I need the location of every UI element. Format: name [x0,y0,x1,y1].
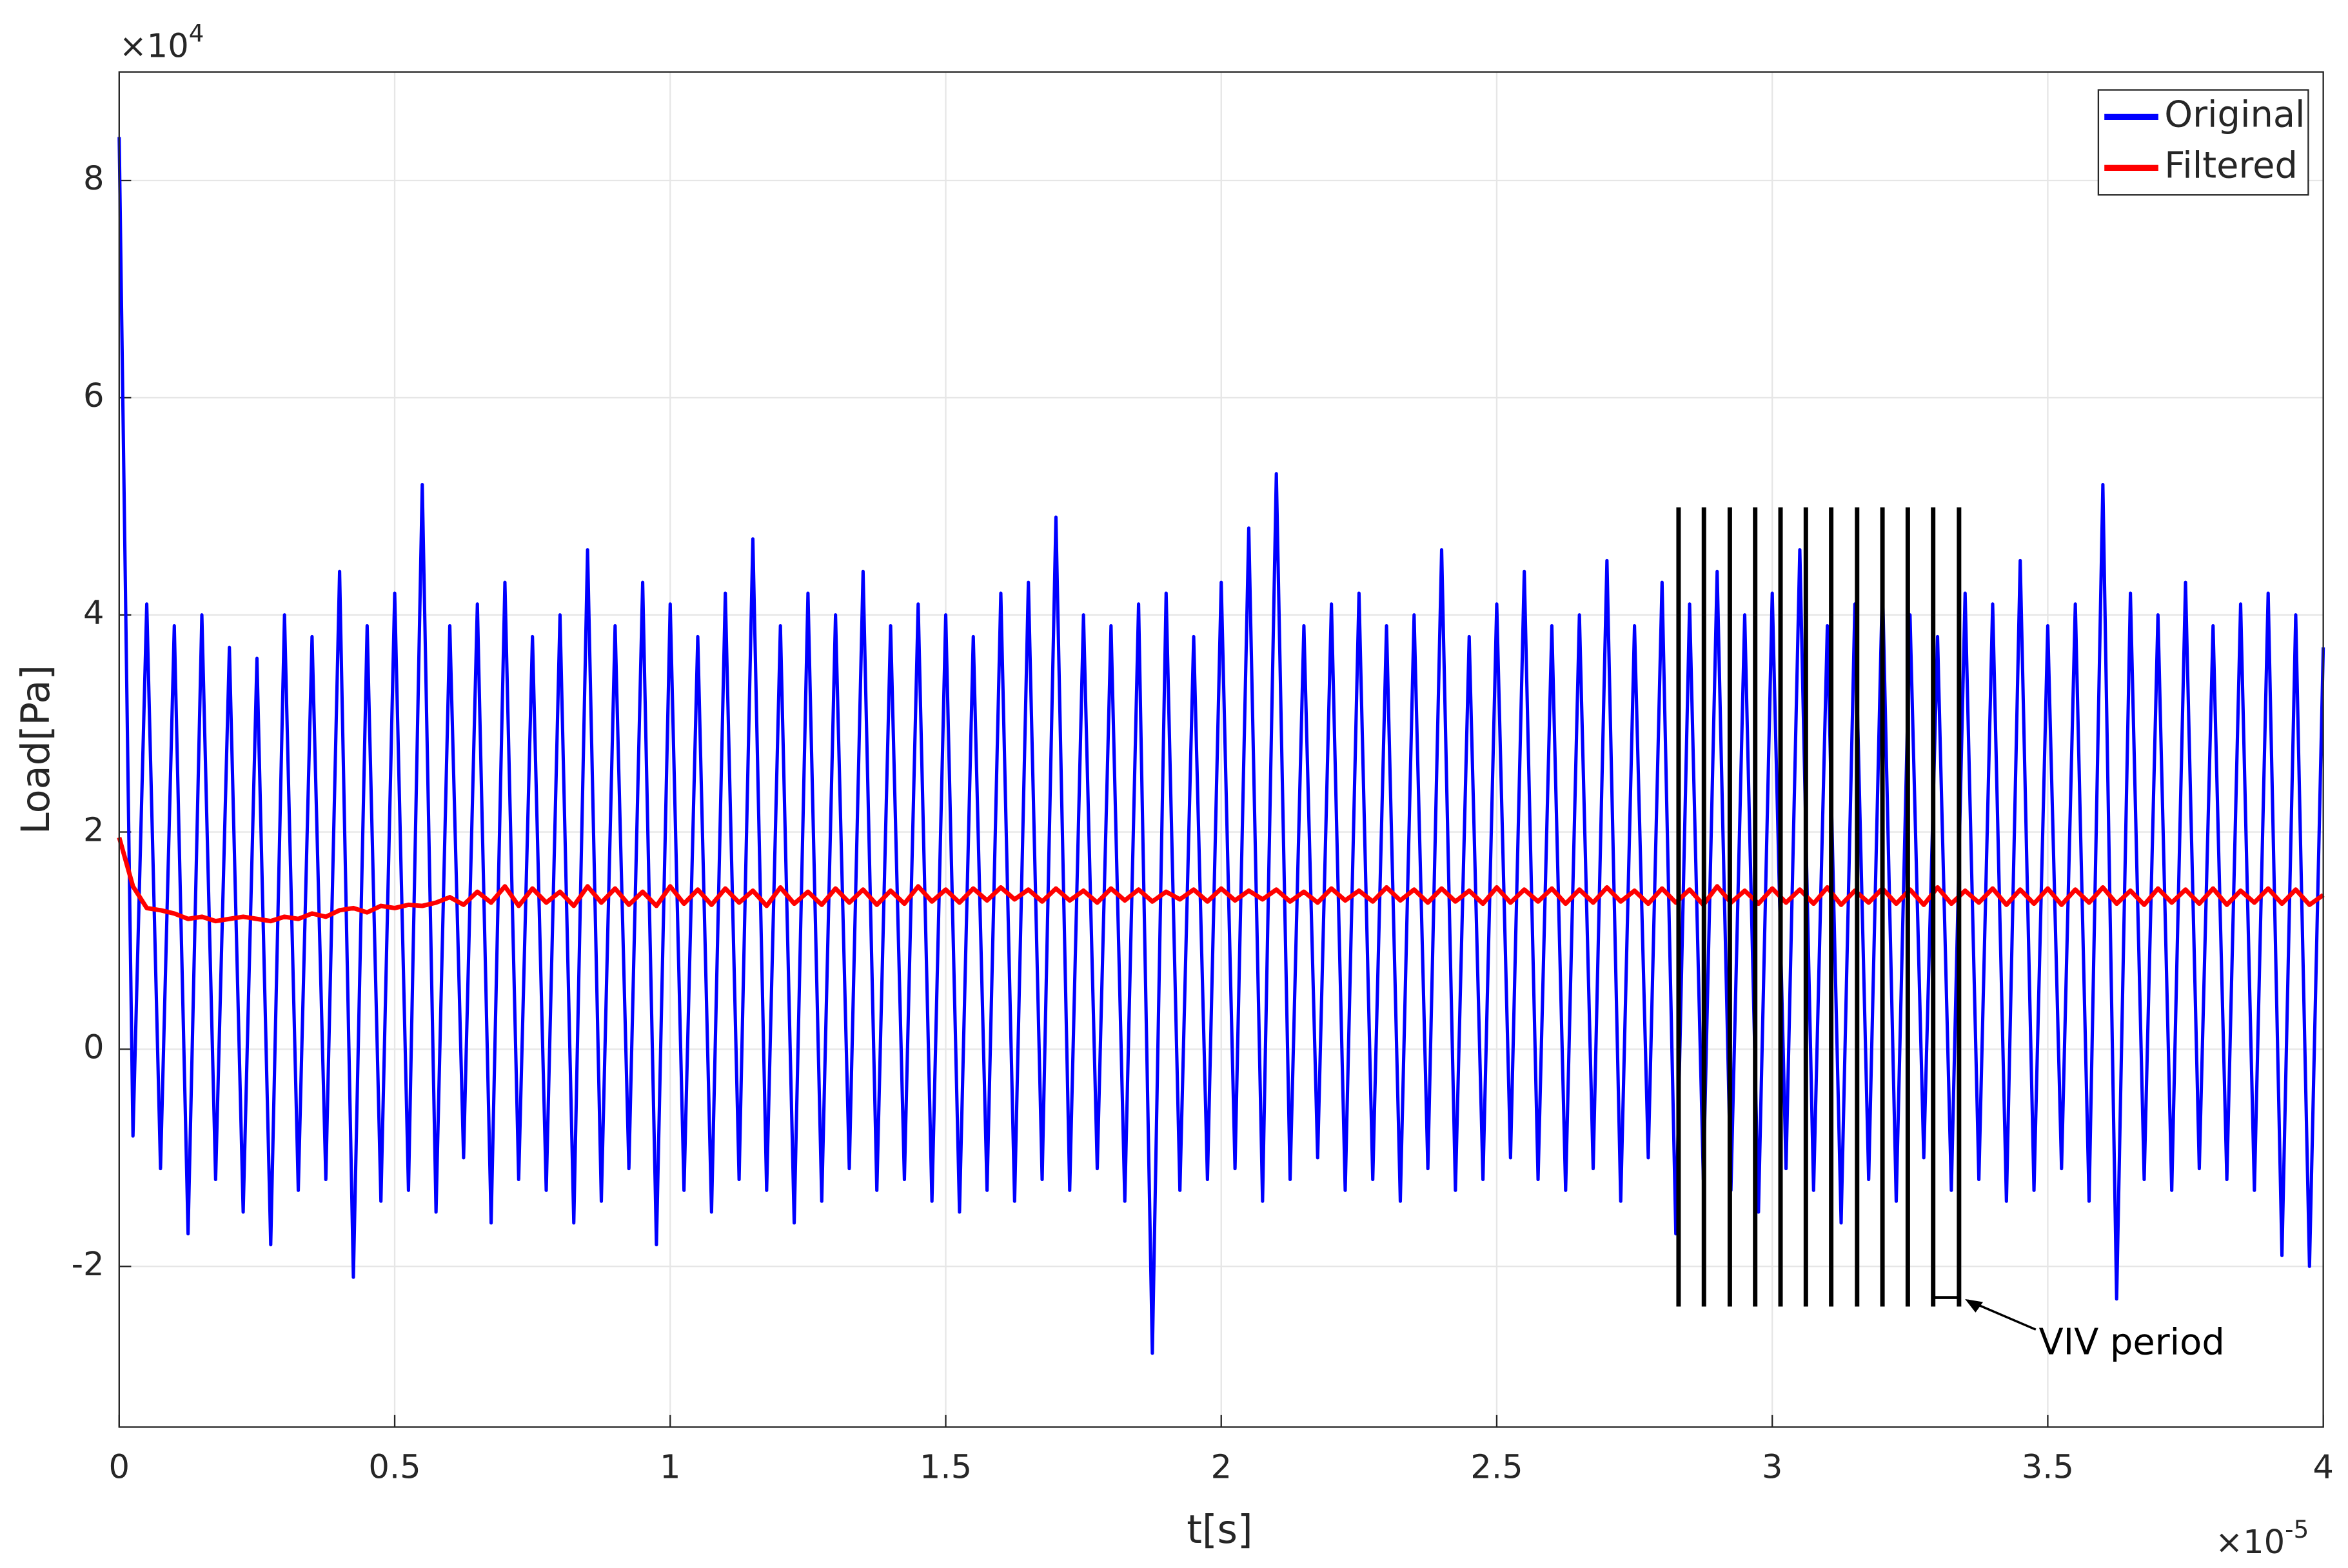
y-tick-label: 4 [83,594,104,632]
x-multiplier-exponent: -5 [2285,1514,2309,1543]
legend-label: Original [2164,93,2305,135]
y-multiplier-exponent: 4 [189,19,204,47]
legend-box [2097,89,2309,196]
x-tick-label: 1.5 [920,1449,972,1487]
y-tick-label: -2 [72,1246,104,1284]
annotation-arrowhead [1965,1298,1984,1313]
axes-box [118,71,2324,1428]
data-line [117,137,2325,1355]
x-multiplier-base: ×10 [2215,1524,2285,1562]
legend: Original Filtered [2097,89,2309,196]
x-axis-label: t[s] [1187,1507,1252,1553]
data-line [117,836,2325,924]
y-multiplier-base: ×10 [119,27,189,65]
y-axis-label: Load[Pa] [14,665,59,834]
y-tick-label: 0 [83,1028,104,1066]
legend-label: Filtered [2164,145,2298,187]
x-tick-label: 2 [1210,1449,1232,1487]
x-tick-label: 3.5 [2022,1449,2074,1487]
y-tick-label: 6 [83,377,104,415]
x-tick-label: 2.5 [1470,1449,1523,1487]
y-tick-label: 8 [83,160,104,198]
x-tick-label: 1 [660,1449,681,1487]
x-tick-label: 0 [109,1449,130,1487]
y-multiplier: ×104 [119,19,204,65]
x-multiplier: ×10-5 [2215,1514,2309,1561]
y-tick-label: 2 [83,812,104,850]
x-tick-label: 3 [1762,1449,1783,1487]
x-tick-label: 4 [2313,1449,2334,1487]
x-tick-label: 0.5 [368,1449,420,1487]
annotation-text: VIV period [2038,1322,2224,1364]
